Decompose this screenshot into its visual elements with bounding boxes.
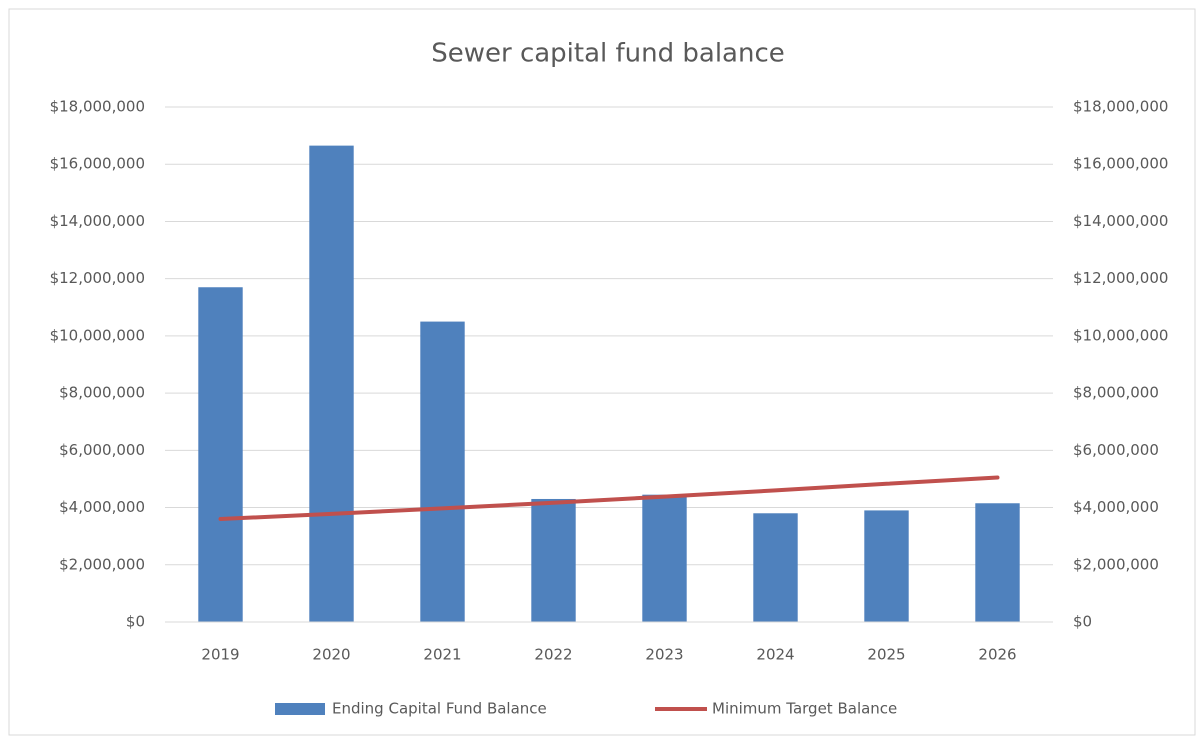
legend-swatch xyxy=(275,703,325,715)
x-tick-label: 2021 xyxy=(423,646,461,664)
y2-tick-label: $16,000,000 xyxy=(1073,155,1168,173)
y-tick-label: $8,000,000 xyxy=(59,384,145,402)
bar xyxy=(309,145,354,622)
bar xyxy=(864,510,909,622)
y2-tick-label: $2,000,000 xyxy=(1073,555,1159,573)
y-tick-label: $2,000,000 xyxy=(59,555,145,573)
y-tick-label: $18,000,000 xyxy=(50,98,145,116)
y-tick-label: $14,000,000 xyxy=(50,212,145,230)
x-tick-label: 2023 xyxy=(645,646,683,664)
x-tick-label: 2026 xyxy=(978,646,1016,664)
y2-tick-label: $4,000,000 xyxy=(1073,498,1159,516)
x-tick-label: 2020 xyxy=(312,646,350,664)
y2-tick-label: $14,000,000 xyxy=(1073,212,1168,230)
y2-tick-label: $10,000,000 xyxy=(1073,326,1168,344)
y-tick-label: $4,000,000 xyxy=(59,498,145,516)
legend-label: Ending Capital Fund Balance xyxy=(332,700,547,718)
chart-title: Sewer capital fund balance xyxy=(431,39,785,69)
y-tick-label: $16,000,000 xyxy=(50,155,145,173)
y2-tick-label: $12,000,000 xyxy=(1073,269,1168,287)
legend-label: Minimum Target Balance xyxy=(712,700,897,718)
y-tick-label: $0 xyxy=(126,613,145,631)
bar xyxy=(642,494,687,622)
y-tick-label: $12,000,000 xyxy=(50,269,145,287)
bar xyxy=(531,498,576,622)
line xyxy=(218,475,1000,521)
bar xyxy=(420,321,465,622)
x-tick-label: 2022 xyxy=(534,646,572,664)
y2-tick-label: $18,000,000 xyxy=(1073,98,1168,116)
x-tick-label: 2024 xyxy=(756,646,794,664)
bar xyxy=(198,287,243,622)
y-tick-label: $10,000,000 xyxy=(50,326,145,344)
y-tick-label: $6,000,000 xyxy=(59,441,145,459)
y2-tick-label: $8,000,000 xyxy=(1073,384,1159,402)
bar xyxy=(753,513,798,622)
chart-frame xyxy=(8,8,1196,736)
x-tick-label: 2019 xyxy=(201,646,239,664)
x-tick-label: 2025 xyxy=(867,646,905,664)
bar xyxy=(975,503,1020,622)
y2-tick-label: $0 xyxy=(1073,613,1092,631)
y2-tick-label: $6,000,000 xyxy=(1073,441,1159,459)
